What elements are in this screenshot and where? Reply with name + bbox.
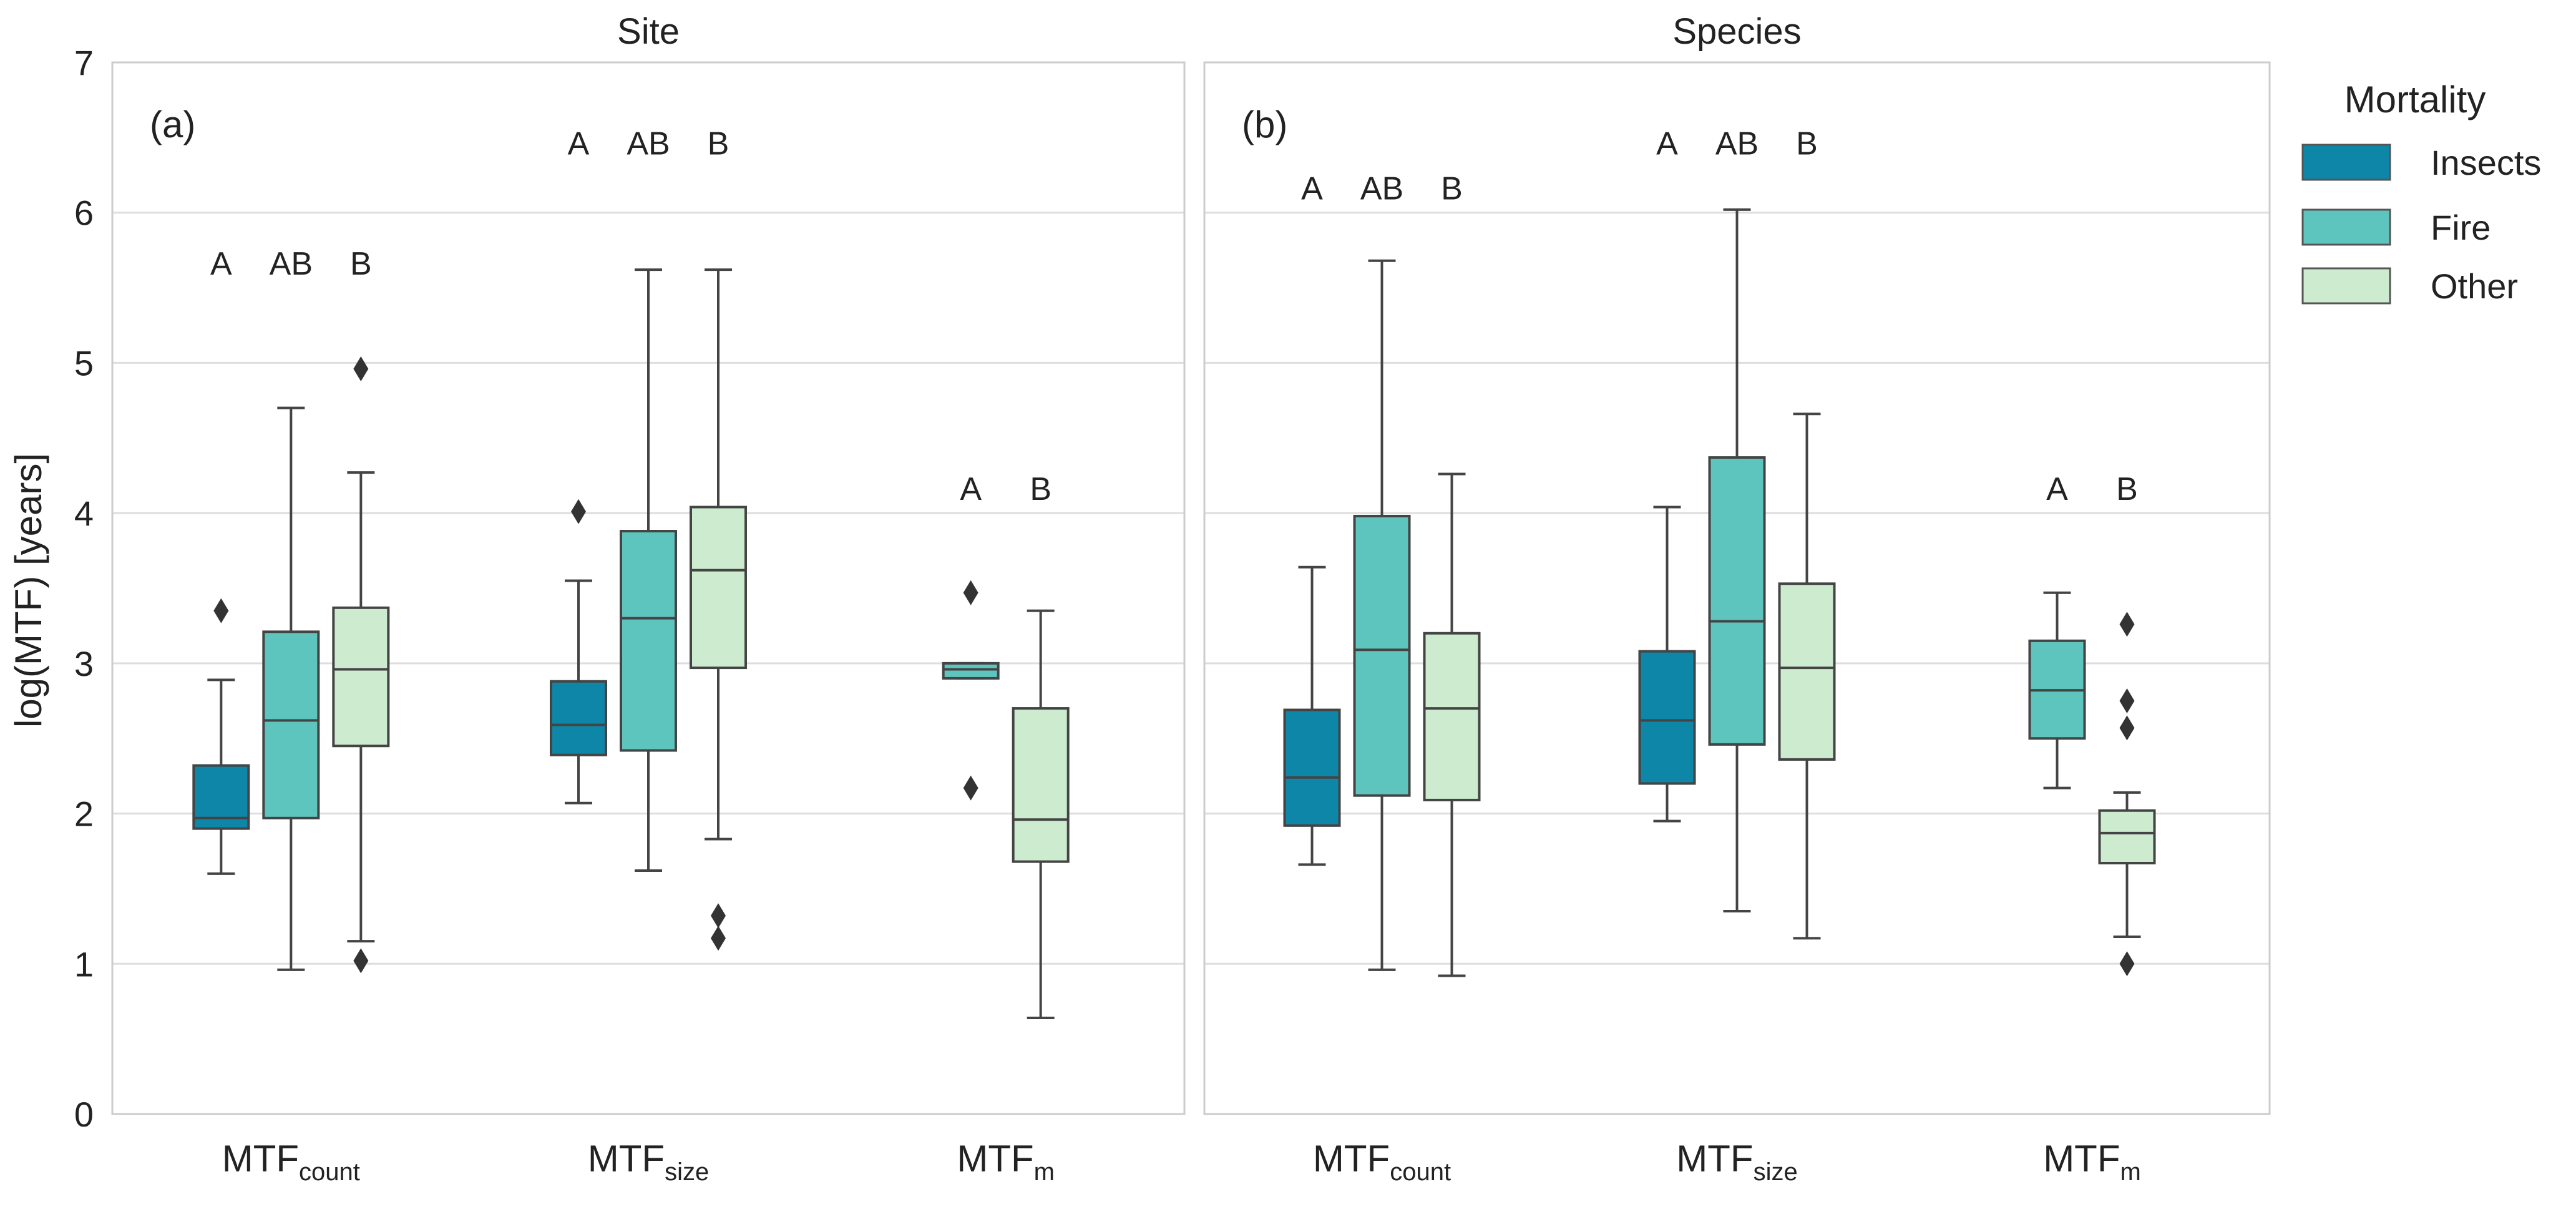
significance-letter: AB xyxy=(627,125,670,162)
outlier-point xyxy=(353,948,369,974)
panel-tag: (b) xyxy=(1242,104,1287,145)
box-fire: AB xyxy=(1708,125,1766,913)
box-iqr xyxy=(1012,707,1070,863)
x-tick-label: MTFm xyxy=(957,1138,1055,1186)
box-other: B xyxy=(690,125,747,951)
outlier-point xyxy=(571,499,586,524)
significance-letter: B xyxy=(350,246,372,282)
box-other: B xyxy=(2098,471,2156,977)
legend: Mortality Insects Fire Other xyxy=(2301,79,2541,306)
outlier-point xyxy=(2119,688,2135,714)
box-iqr xyxy=(1423,632,1481,801)
legend-title: Mortality xyxy=(2344,79,2486,120)
box-other: B xyxy=(1012,471,1070,1019)
significance-letter: A xyxy=(1301,171,1323,207)
y-tick-label: 6 xyxy=(74,193,94,233)
box-insects: A xyxy=(1283,171,1341,866)
legend-swatch-other xyxy=(2301,267,2391,305)
outlier-point xyxy=(963,580,978,605)
significance-letter: AB xyxy=(270,246,313,282)
significance-letter: A xyxy=(2046,471,2068,507)
outlier-point xyxy=(2119,612,2135,637)
outlier-point xyxy=(963,775,978,801)
box-fire: A xyxy=(942,471,1000,801)
box-iqr xyxy=(1638,650,1696,785)
y-tick-label: 3 xyxy=(74,644,94,683)
y-tick-label: 5 xyxy=(74,343,94,383)
significance-letter: B xyxy=(1441,171,1463,207)
legend-swatch-insects xyxy=(2301,144,2391,181)
outlier-point xyxy=(213,598,229,623)
significance-letter: B xyxy=(1796,125,1818,162)
box-other: B xyxy=(1423,171,1481,977)
box-fire: AB xyxy=(620,125,677,872)
significance-letter: A xyxy=(210,246,232,282)
legend-label-fire: Fire xyxy=(2431,208,2491,247)
box-fire: AB xyxy=(262,246,320,971)
y-tick-label: 2 xyxy=(74,794,94,834)
box-iqr xyxy=(2098,809,2156,865)
x-tick-label: MTFsize xyxy=(588,1138,709,1186)
outlier-point xyxy=(2119,951,2135,977)
y-tick-label: 0 xyxy=(74,1095,94,1134)
y-tick-label: 4 xyxy=(74,494,94,533)
panel-frame xyxy=(111,61,1186,1115)
box-other: B xyxy=(332,246,390,974)
box-iqr xyxy=(620,530,677,752)
panel-title: Site xyxy=(617,11,680,52)
significance-letter: AB xyxy=(1715,125,1759,162)
box-insects: A xyxy=(192,246,250,875)
box-fire: A xyxy=(2028,471,2086,789)
box-iqr xyxy=(1283,708,1341,827)
panel-tag: (a) xyxy=(150,104,195,145)
x-tick-label: MTFcount xyxy=(1313,1138,1451,1186)
box-insects: A xyxy=(550,125,607,804)
box-iqr xyxy=(1778,582,1836,761)
box-fire: AB xyxy=(1353,171,1411,971)
box-iqr xyxy=(942,662,1000,680)
x-tick-label: MTFcount xyxy=(222,1138,360,1186)
outlier-point xyxy=(353,356,369,382)
panel-frame xyxy=(1203,61,2271,1115)
significance-letter: B xyxy=(708,125,729,162)
box-iqr xyxy=(262,630,320,819)
significance-letter: B xyxy=(2116,471,2138,507)
legend-swatch-fire xyxy=(2301,208,2391,246)
box-iqr xyxy=(1353,514,1411,797)
outlier-point xyxy=(711,903,726,929)
y-tick-label: 7 xyxy=(74,43,94,82)
legend-label-insects: Insects xyxy=(2431,143,2541,182)
significance-letter: A xyxy=(960,471,982,507)
outlier-point xyxy=(2119,715,2135,741)
box-insects: A xyxy=(1638,125,1696,823)
panel-title: Species xyxy=(1672,11,1801,52)
significance-letter: A xyxy=(568,125,590,162)
significance-letter: A xyxy=(1656,125,1678,162)
significance-letter: AB xyxy=(1360,171,1403,207)
box-iqr xyxy=(690,506,747,670)
significance-letter: B xyxy=(1030,471,1051,507)
x-tick-label: MTFsize xyxy=(1676,1138,1797,1186)
y-axis-label: log(MTF) [years] xyxy=(7,453,49,728)
box-other: B xyxy=(1778,125,1836,940)
x-tick-label: MTFm xyxy=(2043,1138,2141,1186)
box-iqr xyxy=(332,606,390,748)
outlier-point xyxy=(711,926,726,951)
box-iqr xyxy=(550,680,607,756)
y-tick-label: 1 xyxy=(74,944,94,984)
box-iqr xyxy=(1708,456,1766,746)
legend-label-other: Other xyxy=(2431,266,2518,306)
